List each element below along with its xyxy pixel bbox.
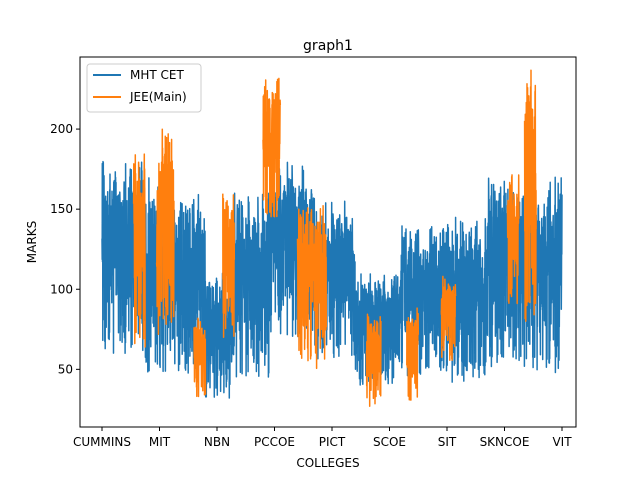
x-tick-label: SCOE: [373, 435, 406, 449]
x-tick-label: CUMMINS: [73, 435, 131, 449]
legend: MHT CET JEE(Main): [86, 63, 202, 113]
y-tick-label: 150: [50, 202, 73, 216]
x-tick-label: SIT: [438, 435, 457, 449]
chart-title: graph1: [303, 38, 353, 54]
y-tick-label: 100: [50, 282, 73, 296]
y-tick-label: 50: [58, 362, 73, 376]
x-tick-label: PICT: [319, 435, 346, 449]
legend-label-mht-cet: MHT CET: [130, 68, 184, 82]
x-tick-label: MIT: [149, 435, 171, 449]
x-axis-label: COLLEGES: [296, 456, 359, 470]
series-line-mht-cet: [101, 160, 563, 399]
y-ticks: 50 100 150 200: [50, 122, 80, 376]
series-layer: [101, 69, 563, 407]
x-tick-label: NBN: [204, 435, 230, 449]
x-tick-label: SKNCOE: [480, 435, 530, 449]
y-axis-label: MARKS: [25, 221, 39, 263]
legend-label-jee-main: JEE(Main): [129, 90, 187, 104]
x-tick-label: VIT: [552, 435, 572, 449]
series-line-jee-main: [132, 69, 537, 407]
x-ticks: CUMMINS MIT NBN PCCOE PICT SCOE SIT SKNCOE VIT: [73, 427, 572, 449]
y-tick-label: 200: [50, 122, 73, 136]
axes-frame: [79, 56, 577, 428]
x-tick-label: PCCOE: [254, 435, 295, 449]
